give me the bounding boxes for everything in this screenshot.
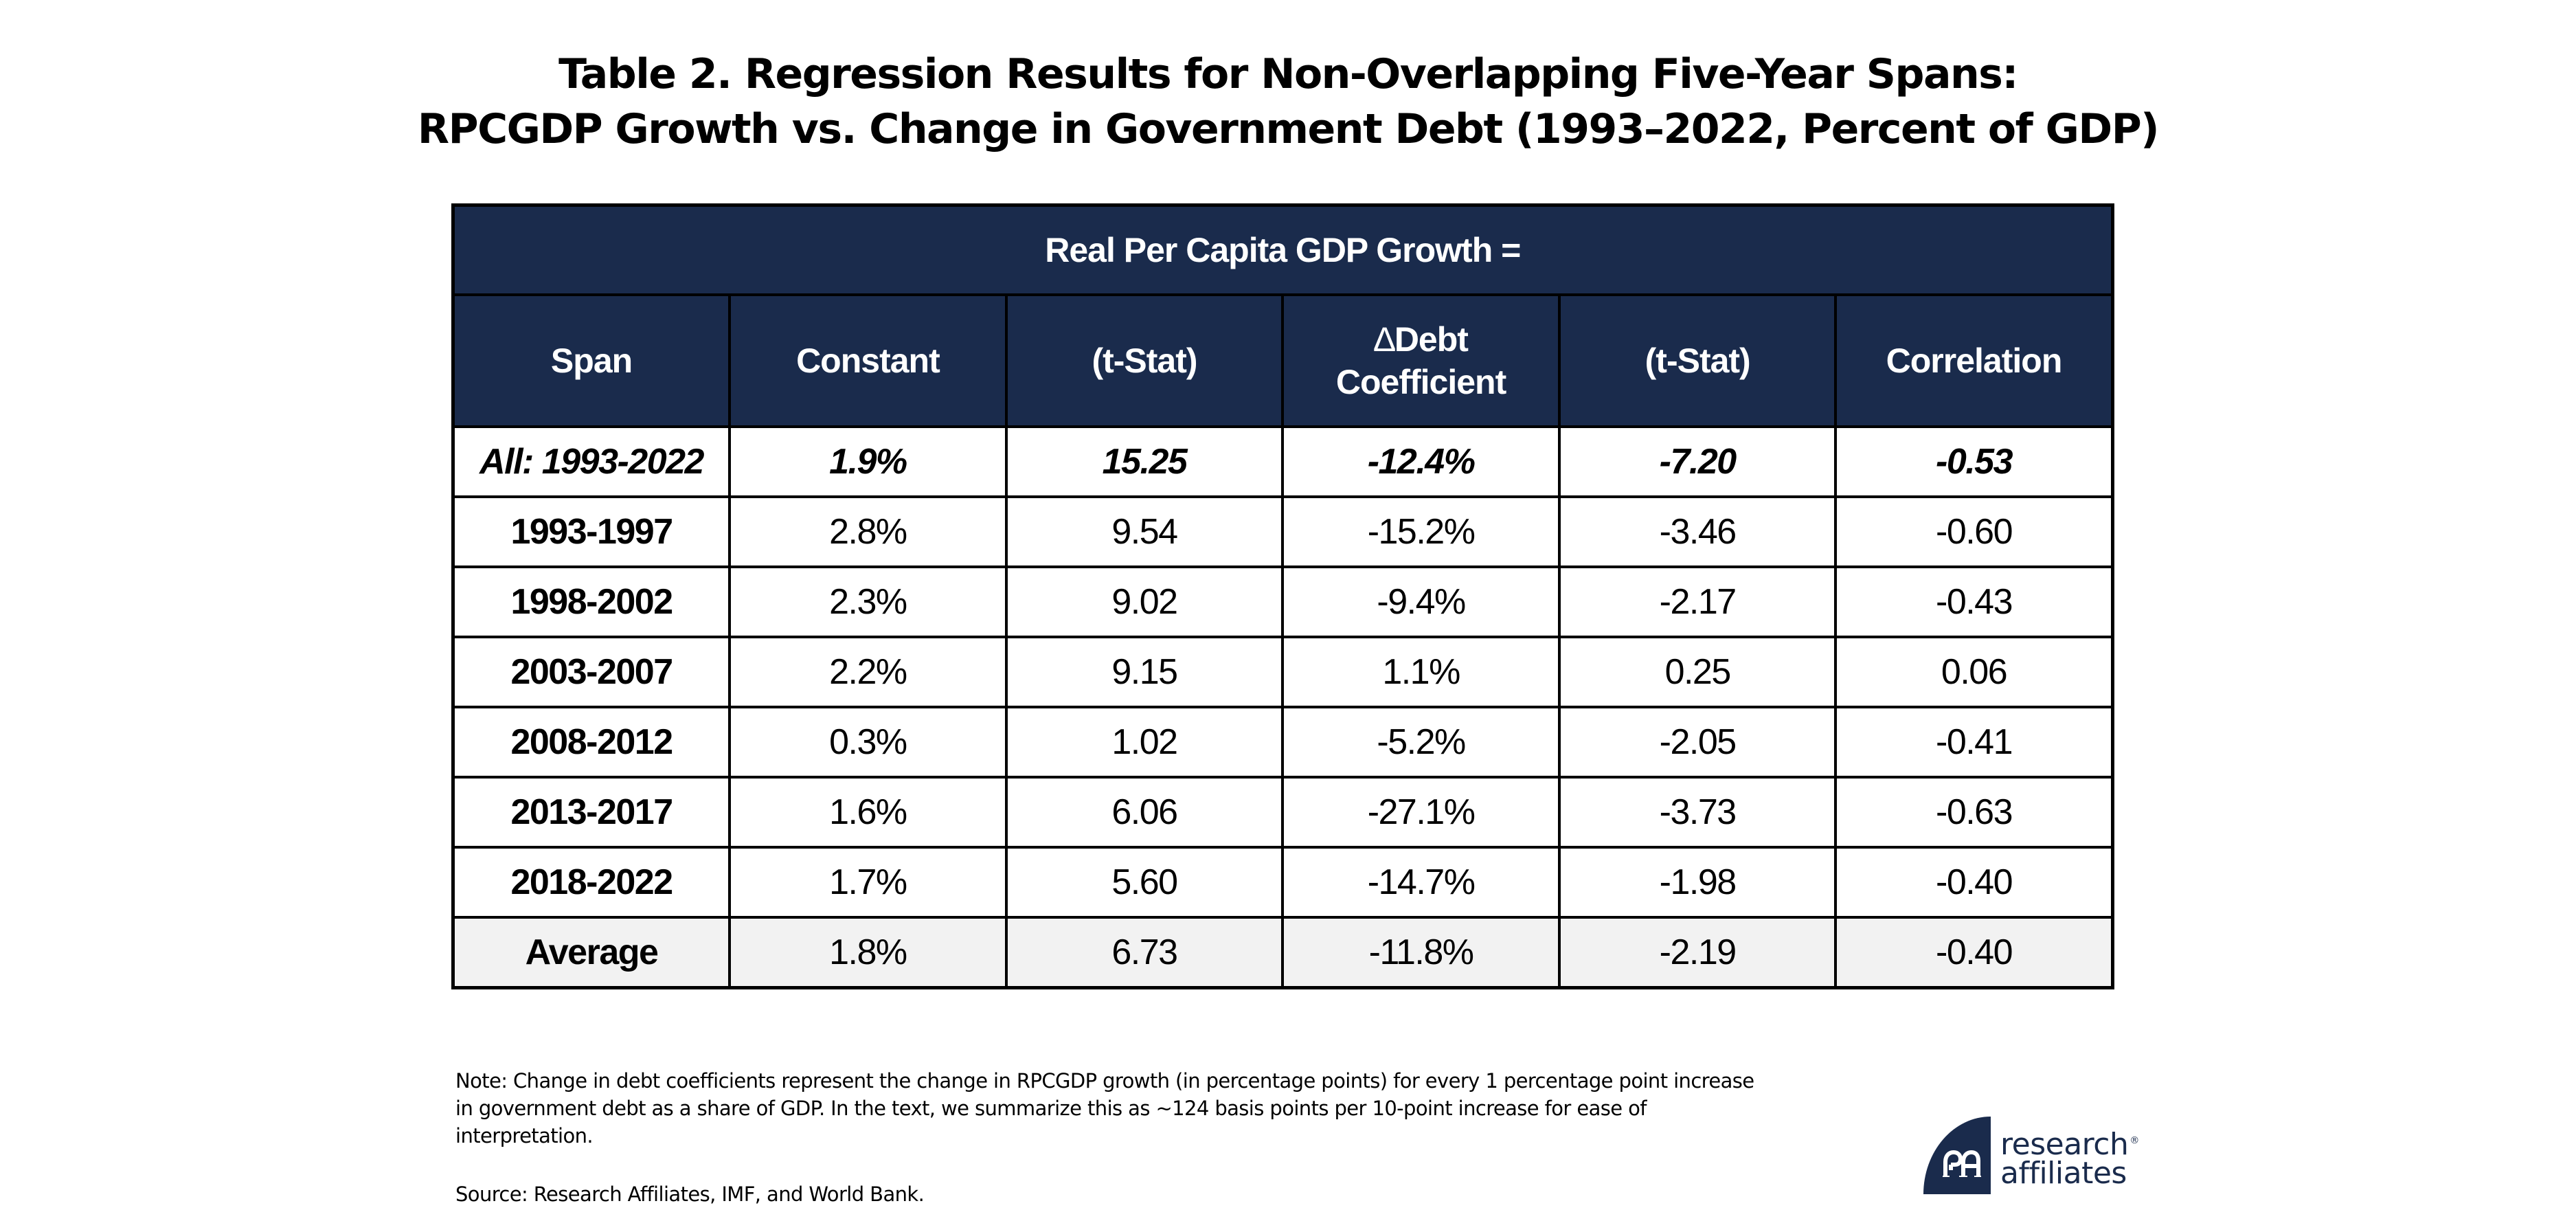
cell-t-stat-constant: 5.60 [1004, 846, 1285, 919]
cell-constant: 1.6% [728, 776, 1008, 849]
cell-t-stat-debt: -2.05 [1557, 706, 1838, 779]
research-affiliates-logo-icon [1923, 1117, 1991, 1194]
super-header-row: Real Per Capita GDP Growth = [451, 203, 2114, 296]
col-header-constant: Constant [728, 293, 1008, 428]
cell-debt-coef: 1.1% [1281, 636, 1561, 708]
table-note: Note: Change in debt coefficients repres… [455, 1069, 1754, 1147]
col-header-debt-coefficient: ∆Debt Coefficient [1281, 293, 1561, 428]
cell-correlation: -0.53 [1834, 425, 2114, 498]
cell-t-stat-debt: -7.20 [1557, 425, 1838, 498]
table-row: 1993-1997 2.8% 9.54 -15.2% -3.46 -0.60 [451, 495, 2114, 568]
ra-monogram-icon [1943, 1150, 1981, 1177]
cell-constant: 1.7% [728, 846, 1008, 919]
table-row-all: All: 1993-2022 1.9% 15.25 -12.4% -7.20 -… [451, 425, 2114, 498]
logo-line2: affiliates [2000, 1156, 2127, 1191]
cell-t-stat-constant: 9.15 [1004, 636, 1285, 708]
cell-debt-coef: -14.7% [1281, 846, 1561, 919]
cell-t-stat-constant: 6.73 [1004, 916, 1285, 989]
table-row: 2003-2007 2.2% 9.15 1.1% 0.25 0.06 [451, 636, 2114, 708]
cell-t-stat-debt: -2.17 [1557, 565, 1838, 638]
cell-correlation: -0.41 [1834, 706, 2114, 779]
cell-span: All: 1993-2022 [451, 425, 732, 498]
cell-span: 2018-2022 [451, 846, 732, 919]
col-header-t-stat-debt: (t-Stat) [1557, 293, 1838, 428]
cell-constant: 2.3% [728, 565, 1008, 638]
table-title: Table 2. Regression Results for Non-Over… [0, 47, 2576, 157]
cell-span: Average [451, 916, 732, 989]
cell-constant: 0.3% [728, 706, 1008, 779]
col-header-correlation: Correlation [1834, 293, 2114, 428]
research-affiliates-logo: research ® affiliates [1923, 1117, 2139, 1196]
cell-debt-coef: -12.4% [1281, 425, 1561, 498]
col-header-span: Span [451, 293, 732, 428]
cell-t-stat-debt: 0.25 [1557, 636, 1838, 708]
column-header-row: Span Constant (t-Stat) ∆Debt Coefficient… [451, 293, 2114, 428]
cell-t-stat-debt: -2.19 [1557, 916, 1838, 989]
table-row: 2018-2022 1.7% 5.60 -14.7% -1.98 -0.40 [451, 846, 2114, 919]
cell-t-stat-constant: 1.02 [1004, 706, 1285, 779]
cell-correlation: -0.40 [1834, 846, 2114, 919]
cell-t-stat-constant: 9.54 [1004, 495, 1285, 568]
logo-line1: research [2000, 1127, 2129, 1162]
cell-debt-coef: -15.2% [1281, 495, 1561, 568]
cell-debt-coef: -11.8% [1281, 916, 1561, 989]
cell-correlation: -0.63 [1834, 776, 2114, 849]
cell-t-stat-debt: -3.73 [1557, 776, 1838, 849]
cell-span: 2013-2017 [451, 776, 732, 849]
cell-debt-coef: -27.1% [1281, 776, 1561, 849]
cell-constant: 2.2% [728, 636, 1008, 708]
cell-span: 1998-2002 [451, 565, 732, 638]
table-row: 2008-2012 0.3% 1.02 -5.2% -2.05 -0.41 [451, 706, 2114, 779]
cell-correlation: -0.60 [1834, 495, 2114, 568]
cell-t-stat-constant: 9.02 [1004, 565, 1285, 638]
cell-constant: 2.8% [728, 495, 1008, 568]
registered-mark-icon: ® [2129, 1135, 2139, 1146]
cell-debt-coef: -5.2% [1281, 706, 1561, 779]
cell-t-stat-constant: 6.06 [1004, 776, 1285, 849]
table-row-average: Average 1.8% 6.73 -11.8% -2.19 -0.40 [451, 916, 2114, 989]
super-header: Real Per Capita GDP Growth = [451, 203, 2114, 296]
logo-wordmark: research ® affiliates [2000, 1127, 2139, 1191]
debt-coef-line1: Debt [1394, 320, 1469, 359]
cell-correlation: -0.43 [1834, 565, 2114, 638]
cell-constant: 1.8% [728, 916, 1008, 989]
cell-t-stat-constant: 15.25 [1004, 425, 1285, 498]
cell-debt-coef: -9.4% [1281, 565, 1561, 638]
cell-correlation: 0.06 [1834, 636, 2114, 708]
col-header-t-stat-constant: (t-Stat) [1004, 293, 1285, 428]
cell-t-stat-debt: -3.46 [1557, 495, 1838, 568]
cell-t-stat-debt: -1.98 [1557, 846, 1838, 919]
cell-span: 2008-2012 [451, 706, 732, 779]
debt-coef-line2: Coefficient [1335, 363, 1506, 401]
title-line-2: RPCGDP Growth vs. Change in Government D… [417, 105, 2160, 153]
table-row: 1998-2002 2.3% 9.02 -9.4% -2.17 -0.43 [451, 565, 2114, 638]
cell-span: 1993-1997 [451, 495, 732, 568]
regression-table: Real Per Capita GDP Growth = Span Consta… [451, 203, 2114, 989]
table-row: 2013-2017 1.6% 6.06 -27.1% -3.73 -0.63 [451, 776, 2114, 849]
source-line: Source: Research Affiliates, IMF, and Wo… [455, 1183, 925, 1206]
cell-constant: 1.9% [728, 425, 1008, 498]
cell-correlation: -0.40 [1834, 916, 2114, 989]
cell-span: 2003-2007 [451, 636, 732, 708]
title-line-1: Table 2. Regression Results for Non-Over… [558, 50, 2018, 98]
delta-icon: ∆ [1374, 320, 1395, 359]
